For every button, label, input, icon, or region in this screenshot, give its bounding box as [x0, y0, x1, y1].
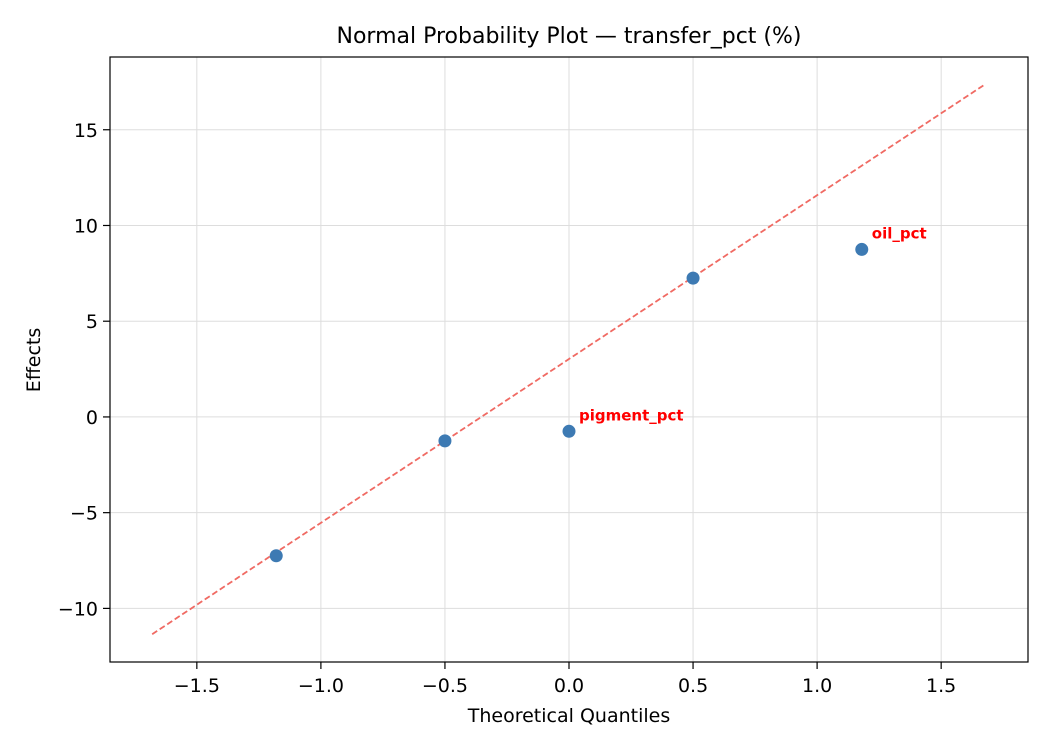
data-point: [562, 424, 576, 438]
y-tick-label: 10: [74, 215, 98, 237]
y-tick-label: 5: [86, 311, 98, 333]
data-point: [438, 434, 452, 448]
reference-line: [151, 83, 987, 635]
chart-title: Normal Probability Plot — transfer_pct (…: [337, 24, 802, 49]
grid-lines: [110, 57, 1028, 662]
x-axis-label: Theoretical Quantiles: [467, 705, 670, 727]
y-tick-label: 0: [86, 407, 98, 429]
y-tick-label: −5: [70, 503, 98, 525]
data-point: [686, 271, 700, 285]
data-points: [269, 242, 869, 563]
point-annotations: pigment_pct oil_pct: [579, 224, 927, 424]
x-tick-label: −1.0: [298, 675, 344, 697]
x-axis-ticks: −1.5 −1.0 −0.5 0.0 0.5 1.0 1.5: [174, 662, 956, 697]
x-tick-label: −1.5: [174, 675, 220, 697]
y-axis-label: Effects: [23, 328, 45, 393]
y-axis-ticks: −10 −5 0 5 10 15: [58, 120, 110, 620]
data-point: [855, 242, 869, 256]
x-tick-label: 0.5: [678, 675, 708, 697]
y-tick-label: −10: [58, 598, 98, 620]
reference-line-group: [151, 83, 987, 635]
x-tick-label: −0.5: [422, 675, 468, 697]
y-tick-label: 15: [74, 120, 98, 142]
x-tick-label: 1.5: [926, 675, 956, 697]
annotation-label: pigment_pct: [579, 406, 684, 424]
data-point: [269, 549, 283, 563]
annotation-label: oil_pct: [872, 224, 927, 242]
x-tick-label: 0.0: [554, 675, 584, 697]
x-tick-label: 1.0: [802, 675, 832, 697]
